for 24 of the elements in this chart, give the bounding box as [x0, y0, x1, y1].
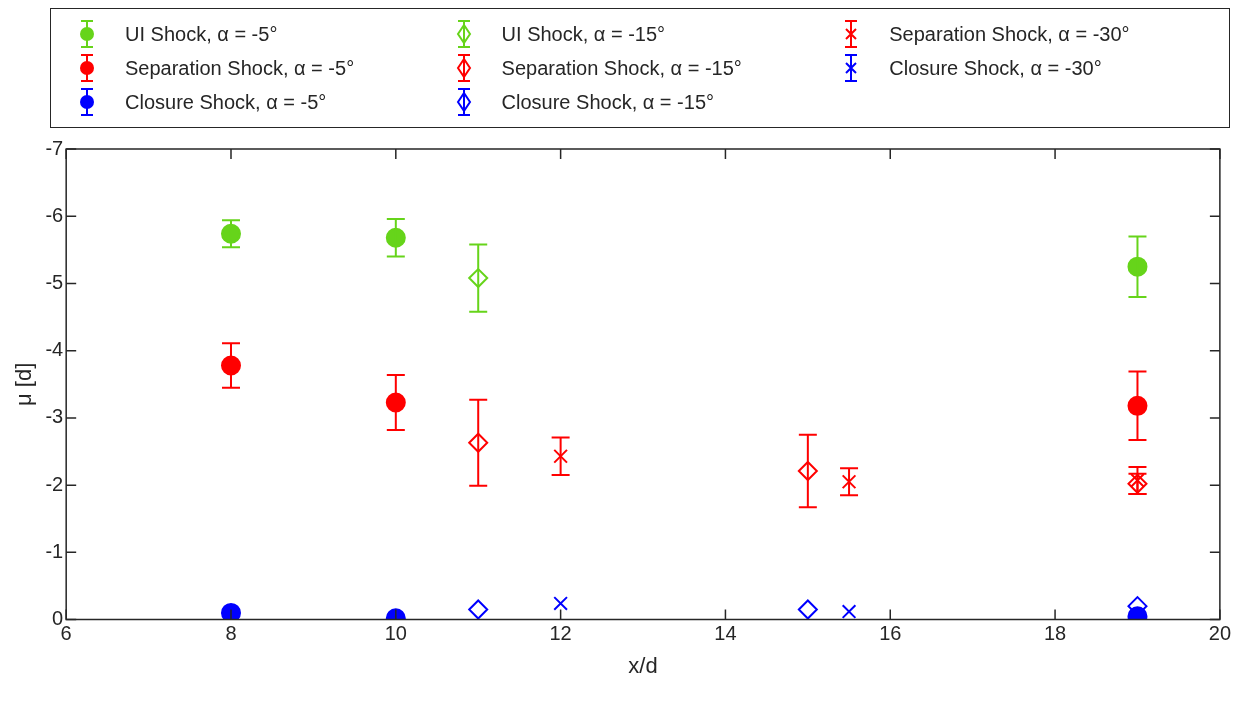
y-tick-label: -5: [45, 270, 64, 293]
legend-label: Closure Shock, α = -5°: [125, 90, 327, 114]
legend-label: Separation Shock, α = -5°: [125, 56, 355, 80]
legend-label: Separation Shock, α = -15°: [501, 56, 742, 80]
x-tick-label: 10: [384, 622, 407, 645]
legend-label: UI Shock, α = -15°: [501, 22, 666, 46]
y-axis-title: μ [d]: [11, 362, 37, 406]
x-tick-label: 18: [1043, 622, 1067, 645]
y-tick-label: -4: [45, 338, 64, 361]
x-tick-label: 8: [225, 622, 237, 645]
legend-label: Separation Shock, α = -30°: [889, 22, 1130, 46]
y-tick-label: -3: [45, 405, 64, 428]
y-tick-label: -2: [45, 472, 64, 495]
x-axis-title: x/d: [628, 652, 658, 678]
x-tick-label: 14: [714, 622, 737, 645]
legend-label: Closure Shock, α = -15°: [501, 90, 715, 114]
y-tick-label: -7: [45, 136, 64, 159]
legend-label: Closure Shock, α = -30°: [889, 56, 1102, 80]
y-tick-label: -1: [45, 539, 64, 562]
x-tick-label: 16: [879, 622, 902, 645]
x-tick-label: 20: [1208, 622, 1231, 645]
legend-label: UI Shock, α = -5°: [125, 22, 278, 46]
x-tick-label: 12: [549, 622, 572, 645]
y-tick-label: -6: [45, 203, 64, 226]
